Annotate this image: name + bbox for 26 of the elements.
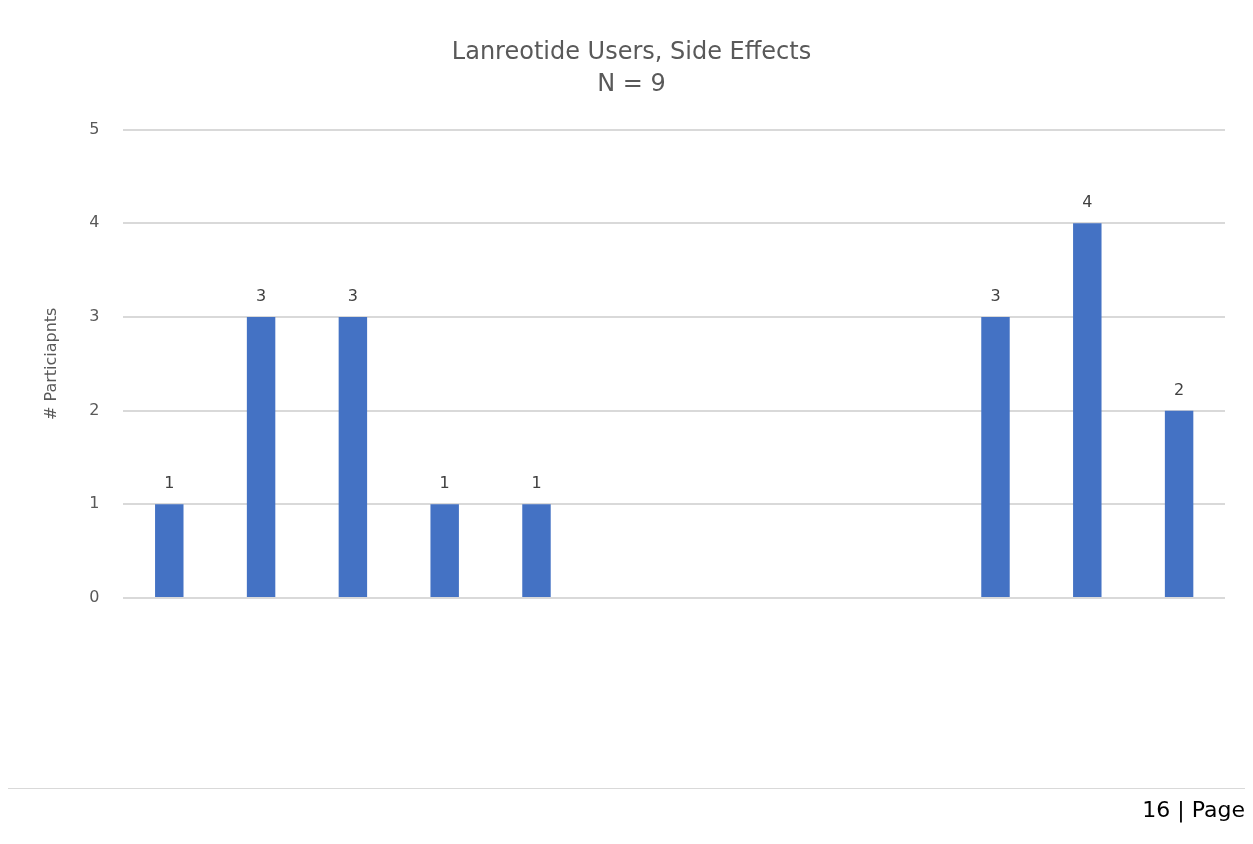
data-label: 3 xyxy=(347,286,358,306)
y-tick-label: 0 xyxy=(89,587,100,607)
data-label: 4 xyxy=(1082,192,1093,212)
bar xyxy=(1073,223,1102,597)
bar xyxy=(430,504,459,597)
data-label: 1 xyxy=(531,473,542,493)
data-label: 2 xyxy=(1174,379,1185,399)
y-axis-title: # Particiapnts xyxy=(40,307,60,421)
data-label: 1 xyxy=(439,473,450,493)
y-tick-label: 5 xyxy=(89,118,100,138)
data-label: 3 xyxy=(255,286,267,306)
data-label: 3 xyxy=(990,286,1001,306)
bar xyxy=(522,504,551,597)
text: 16 | Page xyxy=(1142,797,1245,822)
bar xyxy=(338,316,368,597)
bar xyxy=(155,504,184,597)
y-tick-label: 1 xyxy=(89,493,100,513)
bar xyxy=(981,316,1010,597)
bar xyxy=(1164,410,1194,597)
y-tick-label: 2 xyxy=(89,399,100,419)
bar xyxy=(246,316,276,597)
chart-subtitle: N = 9 xyxy=(597,69,666,98)
data-label: 1 xyxy=(164,473,175,493)
chart-title: Lanreotide Users, Side Effects xyxy=(451,36,812,65)
y-tick-label: 3 xyxy=(89,306,100,326)
y-tick-label: 4 xyxy=(89,212,100,232)
